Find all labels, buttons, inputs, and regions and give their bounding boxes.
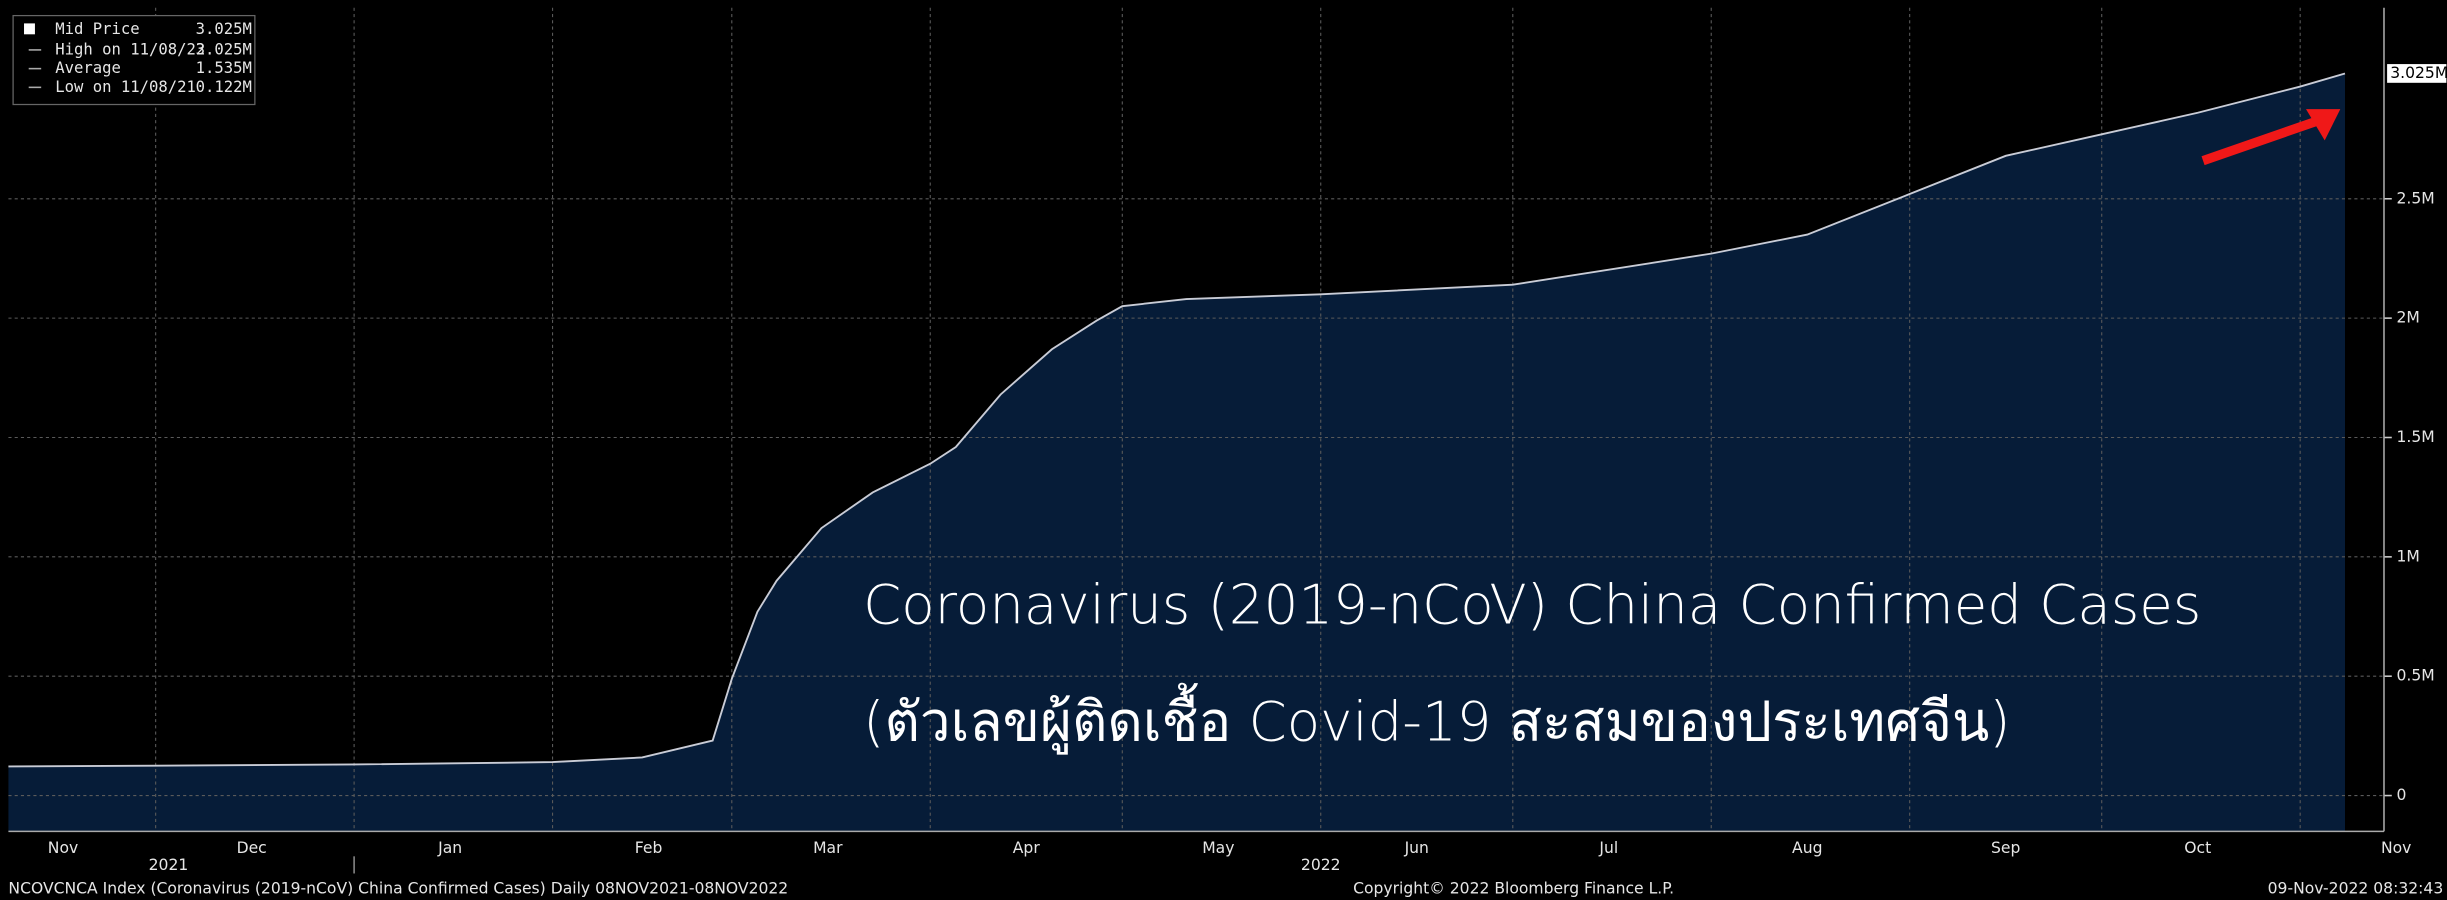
- legend-swatch: [24, 23, 35, 35]
- x-tick-label: Nov: [2381, 839, 2411, 857]
- footer-center: Copyright© 2022 Bloomberg Finance L.P.: [1353, 880, 1674, 898]
- x-tick-label: Nov: [48, 839, 78, 857]
- annotation: Coronavirus (2019-nCoV) China Confirmed …: [863, 573, 2201, 637]
- x-tick-label: Mar: [813, 839, 843, 857]
- y-tick-label: 2.5M: [2396, 189, 2434, 207]
- x-tick-label: Jul: [1598, 839, 1618, 857]
- y-tick-label: 2M: [2396, 309, 2419, 327]
- y-tick-label: 0.5M: [2396, 667, 2434, 685]
- y-tick-label: 1.5M: [2396, 428, 2434, 446]
- plot: 0 0.5M 1M 1.5M 2M 2.5M Nov Dec Jan Feb Mar Apr May Ju…: [8, 7, 2447, 874]
- legend: Mid Price 3.025M High on 11/08/223.025MA…: [12, 14, 256, 106]
- line: [8, 72, 2346, 768]
- x-tick-label: Dec: [237, 839, 267, 857]
- x-tick-label: Sep: [1991, 839, 2020, 857]
- last-value-box: [2387, 64, 2447, 83]
- footer-right: 09-Nov-2022 08:32:43: [2268, 880, 2444, 898]
- legend-label: High on 11/08/22: [55, 40, 205, 58]
- x-tick-label: Aug: [1792, 839, 1822, 857]
- x-tick-label: Feb: [635, 839, 663, 857]
- year-label: 2021: [149, 856, 189, 874]
- legend-label: Average: [55, 59, 121, 77]
- footer-left: NCOVCNCA Index (Coronavirus (2019-nCoV) …: [8, 880, 788, 898]
- legend-label: Mid Price: [55, 20, 139, 38]
- legend-value: 3.025M: [196, 20, 252, 38]
- y-tick-label: 1M: [2396, 547, 2419, 565]
- arrow: [2201, 117, 2317, 166]
- annotation: (ตัวเลขผู้ติดเชื้อ Covid-19 สะสมของประเท…: [863, 683, 2010, 755]
- year-label: 2022: [1301, 856, 1341, 874]
- x-tick-label: Jun: [1404, 839, 1429, 857]
- last-value-label: 3.025M: [2390, 64, 2447, 82]
- legend-value: 0.122M: [196, 78, 252, 96]
- x-tick-label: Jan: [437, 839, 462, 857]
- legend-value: 3.025M: [196, 40, 252, 58]
- arrow-head: [2305, 109, 2341, 141]
- y-tick-label: 0: [2396, 786, 2406, 804]
- legend-box: [12, 14, 256, 106]
- legend-label: Low on 11/08/21: [55, 78, 196, 96]
- area: [8, 73, 2345, 832]
- x-tick-label: Oct: [2184, 839, 2211, 857]
- x-tick-label: Apr: [1013, 839, 1041, 857]
- legend-value: 1.535M: [196, 59, 252, 77]
- x-tick-label: May: [1202, 839, 1234, 857]
